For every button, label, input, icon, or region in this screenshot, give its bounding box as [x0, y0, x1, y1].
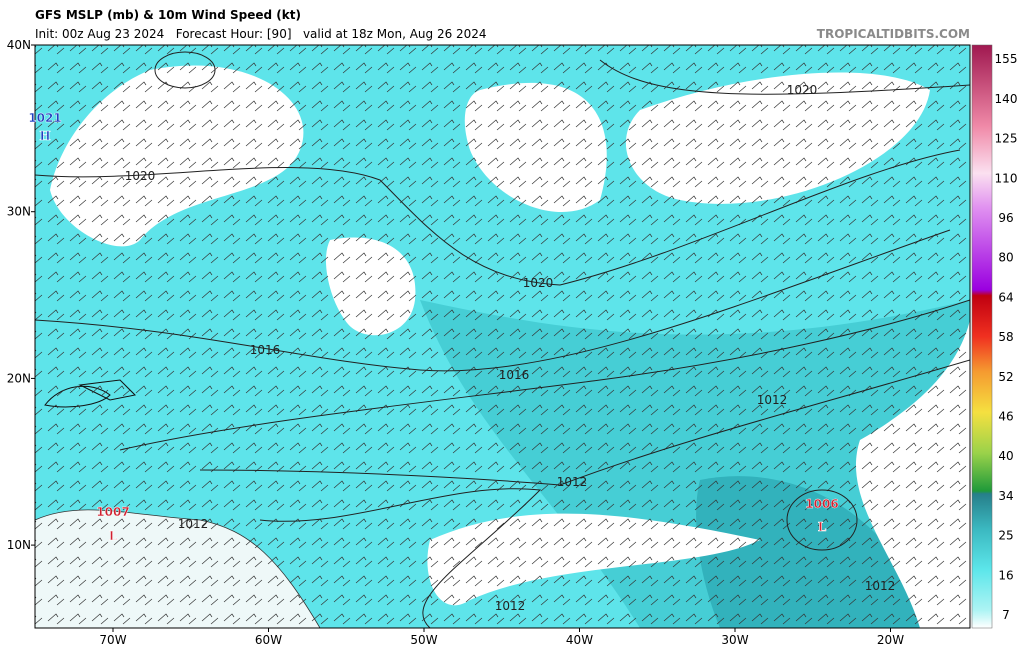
isobar-label: 1020	[125, 169, 156, 183]
isobar	[154, 51, 216, 89]
isobar	[119, 299, 970, 451]
isobar	[259, 488, 542, 628]
longitude-label: 40W	[566, 633, 593, 647]
latitude-label: 40N	[7, 38, 31, 52]
colorbar-label: 80	[998, 251, 1013, 265]
site-name: TROPICALTIDBITS.COM	[817, 27, 970, 41]
isobar	[199, 359, 970, 486]
isobar-label: 1012	[865, 579, 896, 593]
isobar	[786, 489, 858, 551]
colorbar-label: 16	[998, 568, 1013, 582]
colorbar-label: 52	[998, 370, 1013, 384]
pressure-value: 1021	[28, 111, 61, 125]
longitude-label: 20W	[877, 633, 904, 647]
colorbar-label: 7	[1002, 608, 1010, 622]
wind-barbs	[35, 45, 970, 628]
isobar-label: 1012	[557, 475, 588, 489]
pressure-center-letter: L	[818, 520, 827, 534]
longitude-label: 70W	[99, 633, 126, 647]
latitude-label: 10N	[7, 538, 31, 552]
colorbar-label: 96	[998, 211, 1013, 225]
latitude-label: 20N	[7, 371, 31, 385]
longitude-label: 60W	[255, 633, 282, 647]
longitude-label: 30W	[721, 633, 748, 647]
isobar-label: 1020	[787, 83, 818, 97]
colorbar-label: 46	[998, 410, 1013, 424]
isobar	[35, 229, 951, 372]
pressure-value: 1007	[96, 505, 129, 519]
title: GFS MSLP (mb) & 10m Wind Speed (kt)	[35, 8, 301, 22]
colorbar-label: 125	[995, 132, 1018, 146]
map-frame	[34, 44, 971, 629]
isobar	[599, 59, 970, 95]
colorbar-label: 58	[998, 330, 1013, 344]
colorbar-label: 64	[998, 290, 1013, 304]
pressure-center-letter: L	[109, 529, 118, 543]
colorbar	[971, 44, 993, 629]
map-area	[35, 45, 970, 628]
subtitle: Init: 00z Aug 23 2024 Forecast Hour: [90…	[35, 27, 487, 41]
isobar	[35, 149, 961, 286]
colorbar-label: 40	[998, 449, 1013, 463]
isobar-label: 1020	[523, 276, 554, 290]
isobar-label: 1012	[495, 599, 526, 613]
colorbar-label: 34	[998, 489, 1013, 503]
longitude-label: 50W	[410, 633, 437, 647]
pressure-center-letter: H	[39, 129, 50, 143]
isobars	[35, 51, 970, 628]
isobar-label: 1012	[178, 517, 209, 531]
isobar-label: 1016	[499, 368, 530, 382]
pressure-value: 1006	[805, 497, 838, 511]
isobar-label: 1016	[250, 343, 281, 357]
colorbar-label: 140	[995, 92, 1018, 106]
isobar-label: 1012	[757, 393, 788, 407]
colorbar-label: 25	[998, 529, 1013, 543]
latitude-label: 30N	[7, 205, 31, 219]
colorbar-label: 110	[995, 171, 1018, 185]
colorbar-label: 155	[995, 52, 1018, 66]
